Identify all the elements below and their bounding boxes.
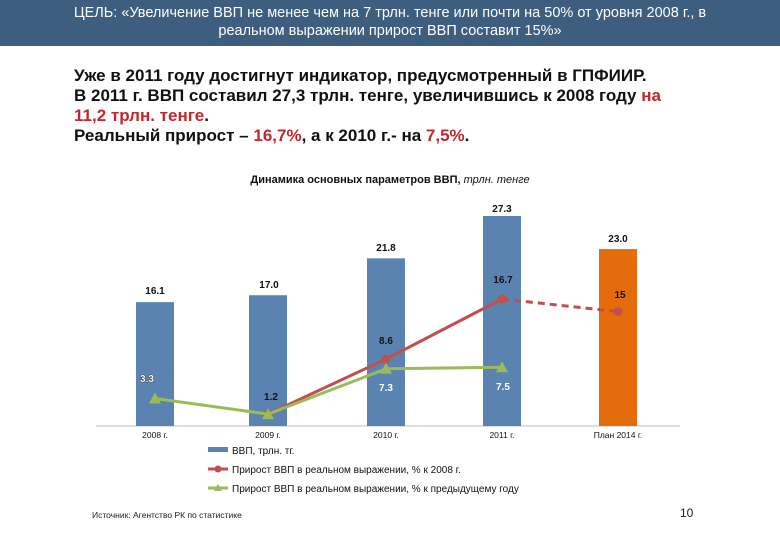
lead-line-1: Уже в 2011 году достигнут индикатор, пре… xyxy=(74,66,647,85)
category-label-1: 2008 г. xyxy=(142,430,168,440)
bar-5 xyxy=(599,249,637,426)
page-number: 10 xyxy=(680,506,694,520)
category-label-3: 2010 г. xyxy=(373,430,399,440)
green-line-label-3: 7.3 xyxy=(379,383,393,394)
red-line-label-2: 1.2 xyxy=(264,392,278,403)
lead-text: Уже в 2011 году достигнут индикатор, пре… xyxy=(74,66,754,146)
bar-label-1: 16.1 xyxy=(145,286,165,297)
green-line-point-1 xyxy=(149,392,161,404)
lead-line-3-highlight: 11,2 трлн. тенге xyxy=(74,106,205,125)
legend-label-bar: ВВП, трлн. тг. xyxy=(232,446,295,457)
green-line-segment-3 xyxy=(385,365,503,371)
lead-line-3: 11,2 трлн. тенге. xyxy=(74,106,754,126)
legend-swatch-bar xyxy=(208,446,228,457)
bar-label-4: 27.3 xyxy=(492,204,512,215)
lead-line-3-text: . xyxy=(204,106,209,125)
bar-label-3: 21.8 xyxy=(376,243,396,254)
red-line-point-3 xyxy=(381,354,391,364)
lead-line-4-highlight-a: 16,7% xyxy=(253,126,302,145)
lead-line-4-highlight-b: 7,5% xyxy=(425,126,465,145)
red-line-label-5: 15 xyxy=(614,290,626,301)
green-line-label-4: 7.5 xyxy=(496,382,510,393)
bar-1 xyxy=(136,302,174,426)
category-label-2: 2009 г. xyxy=(255,430,281,440)
green-line-point-2 xyxy=(262,408,274,420)
header-banner: ЦЕЛЬ: «Увеличение ВВП не менее чем на 7 … xyxy=(0,0,780,46)
legend-item-green-line: Прирост ВВП в реальном выражении, % к пр… xyxy=(208,483,519,496)
legend-label-green-line: Прирост ВВП в реальном выражении, % к пр… xyxy=(232,484,519,495)
category-label-5: План 2014 г. xyxy=(594,430,643,440)
green-line-segment-1 xyxy=(154,397,269,416)
chart-title-unit: трлн. тенге xyxy=(463,174,530,186)
category-label-4: 2011 г. xyxy=(489,430,514,440)
lead-line-4-text-b: , а к 2010 г.- на xyxy=(301,126,426,145)
red-line-label-3: 8.6 xyxy=(379,336,393,347)
lead-line-4: Реальный прирост – 16,7%, а к 2010 г.- н… xyxy=(74,126,754,146)
red-line-label-4: 16.7 xyxy=(493,275,513,286)
header-line-1: ЦЕЛЬ: «Увеличение ВВП не менее чем на 7 … xyxy=(73,5,707,21)
red-line-point-4 xyxy=(497,294,507,304)
legend-item-bar: ВВП, трлн. тг. xyxy=(208,446,295,457)
red-line-segment-1 xyxy=(267,357,387,416)
bar-2 xyxy=(249,295,287,426)
bar-3 xyxy=(367,258,405,426)
lead-line-2: В 2011 г. ВВП составил 27,3 трлн. тенге,… xyxy=(74,86,754,106)
chart-title: Динамика основных параметров ВВП, трлн. … xyxy=(0,174,780,186)
header-line-2: реальном выражении прирост ВВП составит … xyxy=(218,23,562,39)
bar-label-2: 17.0 xyxy=(259,280,279,291)
bar-4 xyxy=(483,216,521,426)
legend-label-red-line: Прирост ВВП в реальном выражении, % к 20… xyxy=(232,465,461,476)
legend-item-red-line: Прирост ВВП в реальном выражении, % к 20… xyxy=(208,464,461,477)
green-line-label-1: 3.3 xyxy=(140,374,154,385)
lead-line-2-highlight: на xyxy=(641,86,661,105)
lead-line-2-text: В 2011 г. ВВП составил 27,3 трлн. тенге,… xyxy=(74,86,642,105)
lead-line-4-text-a: Реальный прирост – xyxy=(74,126,254,145)
green-line-point-3 xyxy=(380,362,392,374)
legend-swatch-green-line xyxy=(208,483,228,496)
red-line-point-5 xyxy=(613,307,623,317)
lead-line-4-text-c: . xyxy=(464,126,470,145)
red-line-segment-2 xyxy=(385,297,503,361)
source-note: Источник: Агентство РК по статистике xyxy=(92,510,242,520)
chart-title-main: Динамика основных параметров ВВП, xyxy=(250,174,464,186)
red-line-segment-3 xyxy=(501,297,619,314)
green-line-point-4 xyxy=(496,361,508,373)
green-line-segment-2 xyxy=(267,367,387,416)
legend-swatch-red-line xyxy=(208,464,228,477)
bar-label-5: 23.0 xyxy=(608,234,628,245)
